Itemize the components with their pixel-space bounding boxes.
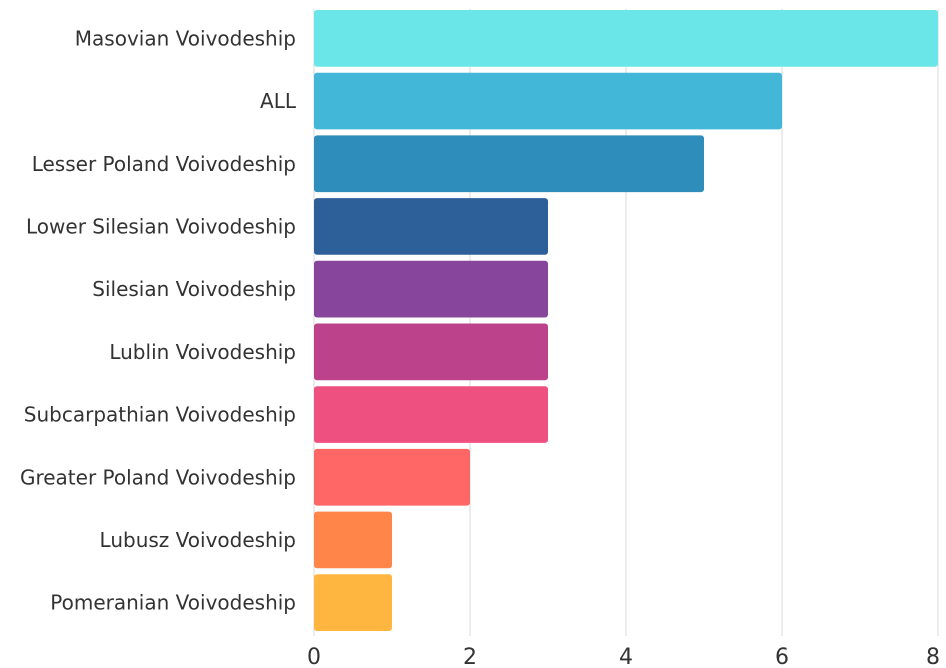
bar[interactable]	[314, 72, 782, 130]
x-tick-label: 0	[307, 645, 321, 668]
category-label: Lublin Voivodeship	[109, 340, 296, 364]
category-label: Greater Poland Voivodeship	[20, 465, 296, 489]
category-label: Subcarpathian Voivodeship	[24, 403, 296, 427]
category-label: Lower Silesian Voivodeship	[26, 214, 296, 238]
category-label: Lubusz Voivodeship	[100, 528, 296, 552]
category-label: Pomeranian Voivodeship	[50, 591, 296, 615]
bars	[314, 10, 938, 631]
bar[interactable]	[314, 511, 392, 569]
category-label: Masovian Voivodeship	[75, 26, 296, 50]
bar[interactable]	[314, 198, 548, 255]
category-label: Lesser Poland Voivodeship	[32, 152, 296, 176]
bar[interactable]	[314, 260, 548, 318]
category-labels: Masovian Voivodeship ALL Lesser Poland Voi…	[20, 26, 297, 614]
bar[interactable]	[314, 386, 548, 443]
x-tick-labels: 0 2 4 6 8	[307, 645, 940, 668]
category-label: ALL	[260, 89, 297, 113]
bar[interactable]	[314, 135, 704, 193]
bar[interactable]	[314, 10, 938, 67]
x-tick-label: 4	[619, 645, 633, 668]
category-label: Silesian Voivodeship	[92, 277, 296, 301]
bar[interactable]	[314, 574, 392, 631]
x-tick-label: 2	[463, 645, 477, 668]
x-tick-label: 6	[775, 645, 789, 668]
bar[interactable]	[314, 323, 548, 381]
x-tick-label: 8	[926, 645, 940, 668]
bar[interactable]	[314, 448, 470, 506]
